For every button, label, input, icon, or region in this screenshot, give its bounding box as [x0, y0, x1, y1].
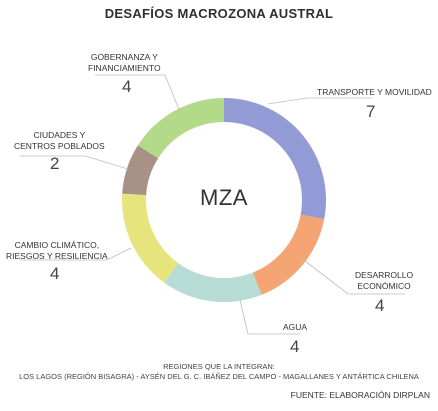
leader-line-agua — [239, 299, 300, 335]
label-agua: AGUA — [283, 322, 308, 332]
value-transporte: 7 — [366, 102, 376, 121]
donut-slice-2 — [252, 214, 325, 295]
leader-line-cambio — [20, 247, 132, 261]
value-desarrollo: 4 — [375, 296, 385, 315]
label-desarrollo: DESARROLLO ECONÓMICO — [355, 270, 414, 291]
leader-line-desarrollo — [300, 257, 405, 295]
leader-line-ciudades — [20, 155, 129, 170]
label-gobernanza: GOBERNANZA Y FINANCIAMIENTO — [88, 52, 161, 73]
donut-slice-5 — [122, 145, 159, 196]
donut-slice-3 — [164, 263, 262, 302]
donut-slice-4 — [122, 193, 179, 283]
source-note: FUENTE: ELABORACIÓN DIRPLAN — [290, 390, 430, 400]
value-cambio: 4 — [50, 264, 60, 283]
donut-slice-1 — [224, 98, 327, 220]
donut-slice-6 — [137, 98, 224, 159]
chart-title: DESAFÍOS MACROZONA AUSTRAL — [104, 6, 334, 21]
center-label: MZA — [200, 185, 248, 210]
value-ciudades: 2 — [50, 154, 60, 173]
regions-title: REGIONES QUE LA INTEGRAN: — [163, 362, 275, 371]
leader-line-transporte — [267, 97, 372, 105]
label-ciudades: CIUDADES Y CENTROS POBLADOS — [14, 130, 105, 151]
label-transporte: TRANSPORTE Y MOVILIDAD — [317, 87, 432, 97]
value-gobernanza: 4 — [122, 77, 132, 96]
value-agua: 4 — [290, 337, 300, 356]
label-cambio: CAMBIO CLIMÁTICO, RIESGOS Y RESILIENCIA — [6, 240, 108, 261]
leader-line-gobernanza — [95, 74, 181, 113]
regions-list: LOS LAGOS (REGIÓN BISAGRA) - AYSÉN DEL G… — [19, 372, 419, 381]
